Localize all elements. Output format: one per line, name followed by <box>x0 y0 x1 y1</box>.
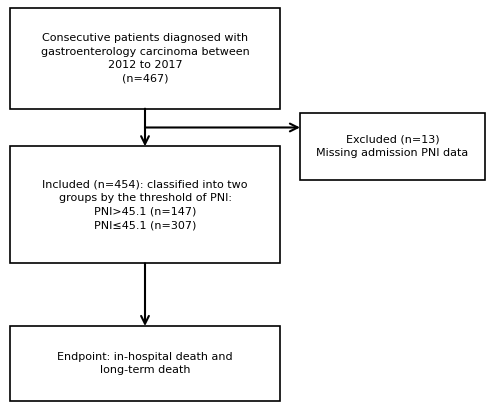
Text: Endpoint: in-hospital death and
long-term death: Endpoint: in-hospital death and long-ter… <box>57 352 233 375</box>
Text: Included (n=454): classified into two
groups by the threshold of PNI:
PNI>45.1 (: Included (n=454): classified into two gr… <box>42 179 248 230</box>
FancyBboxPatch shape <box>10 146 280 263</box>
Text: Consecutive patients diagnosed with
gastroenterology carcinoma between
2012 to 2: Consecutive patients diagnosed with gast… <box>40 33 250 84</box>
FancyBboxPatch shape <box>10 8 280 109</box>
FancyBboxPatch shape <box>10 326 280 401</box>
Text: Excluded (n=13)
Missing admission PNI data: Excluded (n=13) Missing admission PNI da… <box>316 135 468 158</box>
FancyBboxPatch shape <box>300 113 485 180</box>
